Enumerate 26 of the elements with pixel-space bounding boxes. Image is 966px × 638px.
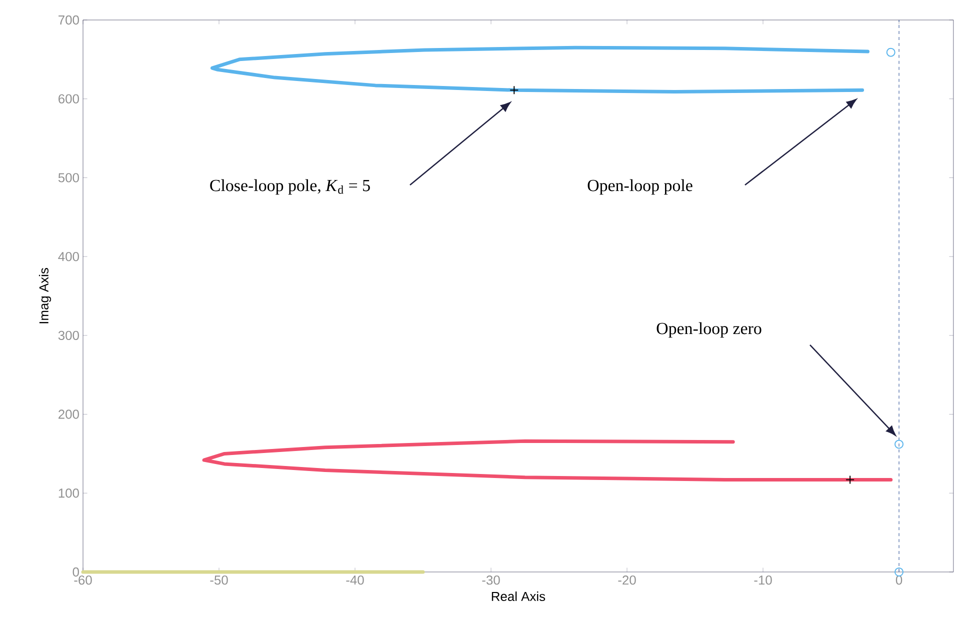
annotation: Open-loop pole — [588, 179, 692, 195]
line-series — [210, 46, 870, 94]
y-tick-label: 400 — [58, 252, 79, 262]
point — [510, 86, 519, 95]
x-tick-label: -10 — [754, 576, 772, 585]
y-tick-label: 0 — [72, 567, 79, 577]
point — [894, 567, 904, 576]
x-tick-label: -40 — [346, 576, 364, 585]
annotation: Close-loop pole, K$_{d}$ = 5 — [210, 179, 370, 195]
x-tick-label: -30 — [482, 576, 500, 585]
y-tick-label: 700 — [58, 15, 79, 25]
point — [886, 48, 896, 57]
point — [894, 440, 904, 449]
point — [846, 475, 855, 484]
x-tick-label: -20 — [618, 576, 636, 585]
y-tick-label: 100 — [58, 488, 79, 498]
line-series — [202, 439, 893, 482]
y-axis-title: Imag Axis — [38, 268, 52, 324]
y-tick-label: 200 — [58, 410, 79, 419]
x-axis-title: Real Axis — [492, 592, 546, 602]
x-tick-label: -60 — [74, 576, 92, 585]
annotation: Open-loop zero — [656, 322, 762, 338]
x-tick-label: -50 — [210, 576, 228, 585]
y-tick-label: 300 — [58, 330, 79, 340]
y-tick-label: 600 — [58, 94, 79, 104]
y-tick-label: 500 — [58, 173, 79, 182]
